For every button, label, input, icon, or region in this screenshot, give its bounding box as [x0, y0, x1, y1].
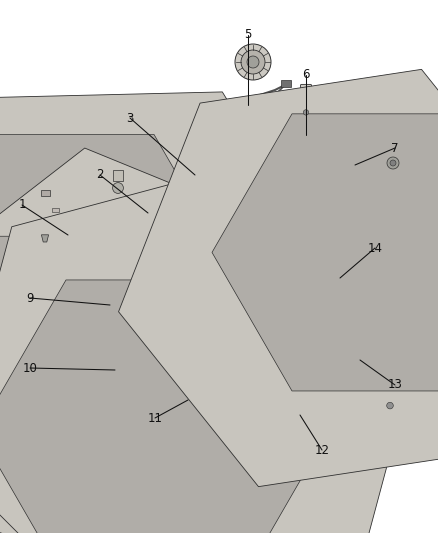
Circle shape [239, 337, 255, 353]
Bar [40, 190, 49, 196]
Circle shape [225, 378, 269, 422]
Circle shape [113, 183, 124, 193]
Bar [52, 208, 60, 212]
Polygon shape [0, 280, 328, 533]
Circle shape [247, 56, 259, 68]
Circle shape [334, 199, 340, 205]
Text: 1: 1 [18, 198, 26, 212]
Polygon shape [0, 92, 350, 522]
Polygon shape [42, 235, 49, 242]
Circle shape [219, 317, 275, 373]
Circle shape [302, 237, 358, 293]
Polygon shape [128, 165, 210, 265]
FancyBboxPatch shape [104, 191, 131, 200]
Circle shape [270, 292, 346, 368]
Polygon shape [119, 69, 438, 487]
Text: 9: 9 [26, 292, 34, 304]
Circle shape [152, 282, 248, 378]
Polygon shape [210, 163, 286, 258]
Polygon shape [120, 120, 375, 425]
FancyBboxPatch shape [384, 372, 396, 405]
Circle shape [248, 285, 268, 305]
Circle shape [334, 237, 340, 243]
Bar [281, 80, 291, 87]
Circle shape [229, 327, 265, 363]
Circle shape [235, 44, 271, 80]
FancyBboxPatch shape [300, 84, 311, 111]
Circle shape [109, 179, 127, 197]
Polygon shape [145, 385, 340, 430]
Circle shape [138, 268, 262, 392]
Text: 11: 11 [148, 411, 162, 424]
Text: 7: 7 [391, 141, 399, 155]
Circle shape [390, 160, 396, 166]
Polygon shape [284, 163, 368, 270]
Text: 13: 13 [388, 378, 403, 392]
Circle shape [184, 314, 216, 346]
Circle shape [367, 237, 373, 243]
Circle shape [289, 327, 296, 334]
Circle shape [230, 142, 266, 178]
Circle shape [367, 199, 373, 205]
Polygon shape [0, 236, 240, 513]
Ellipse shape [160, 125, 336, 185]
Polygon shape [0, 148, 322, 533]
Circle shape [283, 305, 333, 355]
Circle shape [296, 318, 320, 342]
FancyBboxPatch shape [293, 426, 339, 454]
FancyBboxPatch shape [328, 193, 380, 252]
FancyBboxPatch shape [369, 147, 417, 179]
Polygon shape [212, 114, 438, 391]
FancyBboxPatch shape [37, 194, 53, 236]
Circle shape [314, 249, 346, 281]
Text: 3: 3 [126, 111, 134, 125]
Circle shape [218, 130, 278, 190]
Text: 12: 12 [314, 443, 329, 456]
Text: 5: 5 [244, 28, 252, 42]
Polygon shape [125, 280, 162, 350]
Circle shape [303, 110, 309, 115]
Ellipse shape [183, 133, 313, 171]
Bar [415, 158, 423, 168]
Circle shape [235, 388, 259, 412]
Circle shape [387, 402, 393, 409]
Bar [113, 170, 124, 181]
Text: 6: 6 [302, 69, 310, 82]
Text: 10: 10 [23, 361, 37, 375]
Text: 14: 14 [367, 241, 382, 254]
Circle shape [387, 157, 399, 169]
Polygon shape [0, 163, 422, 533]
Circle shape [241, 50, 265, 74]
Circle shape [172, 302, 228, 358]
Circle shape [312, 341, 319, 348]
Text: 2: 2 [96, 168, 104, 182]
Circle shape [240, 277, 276, 313]
Circle shape [312, 313, 319, 320]
Polygon shape [0, 134, 241, 438]
Bar [363, 158, 371, 168]
